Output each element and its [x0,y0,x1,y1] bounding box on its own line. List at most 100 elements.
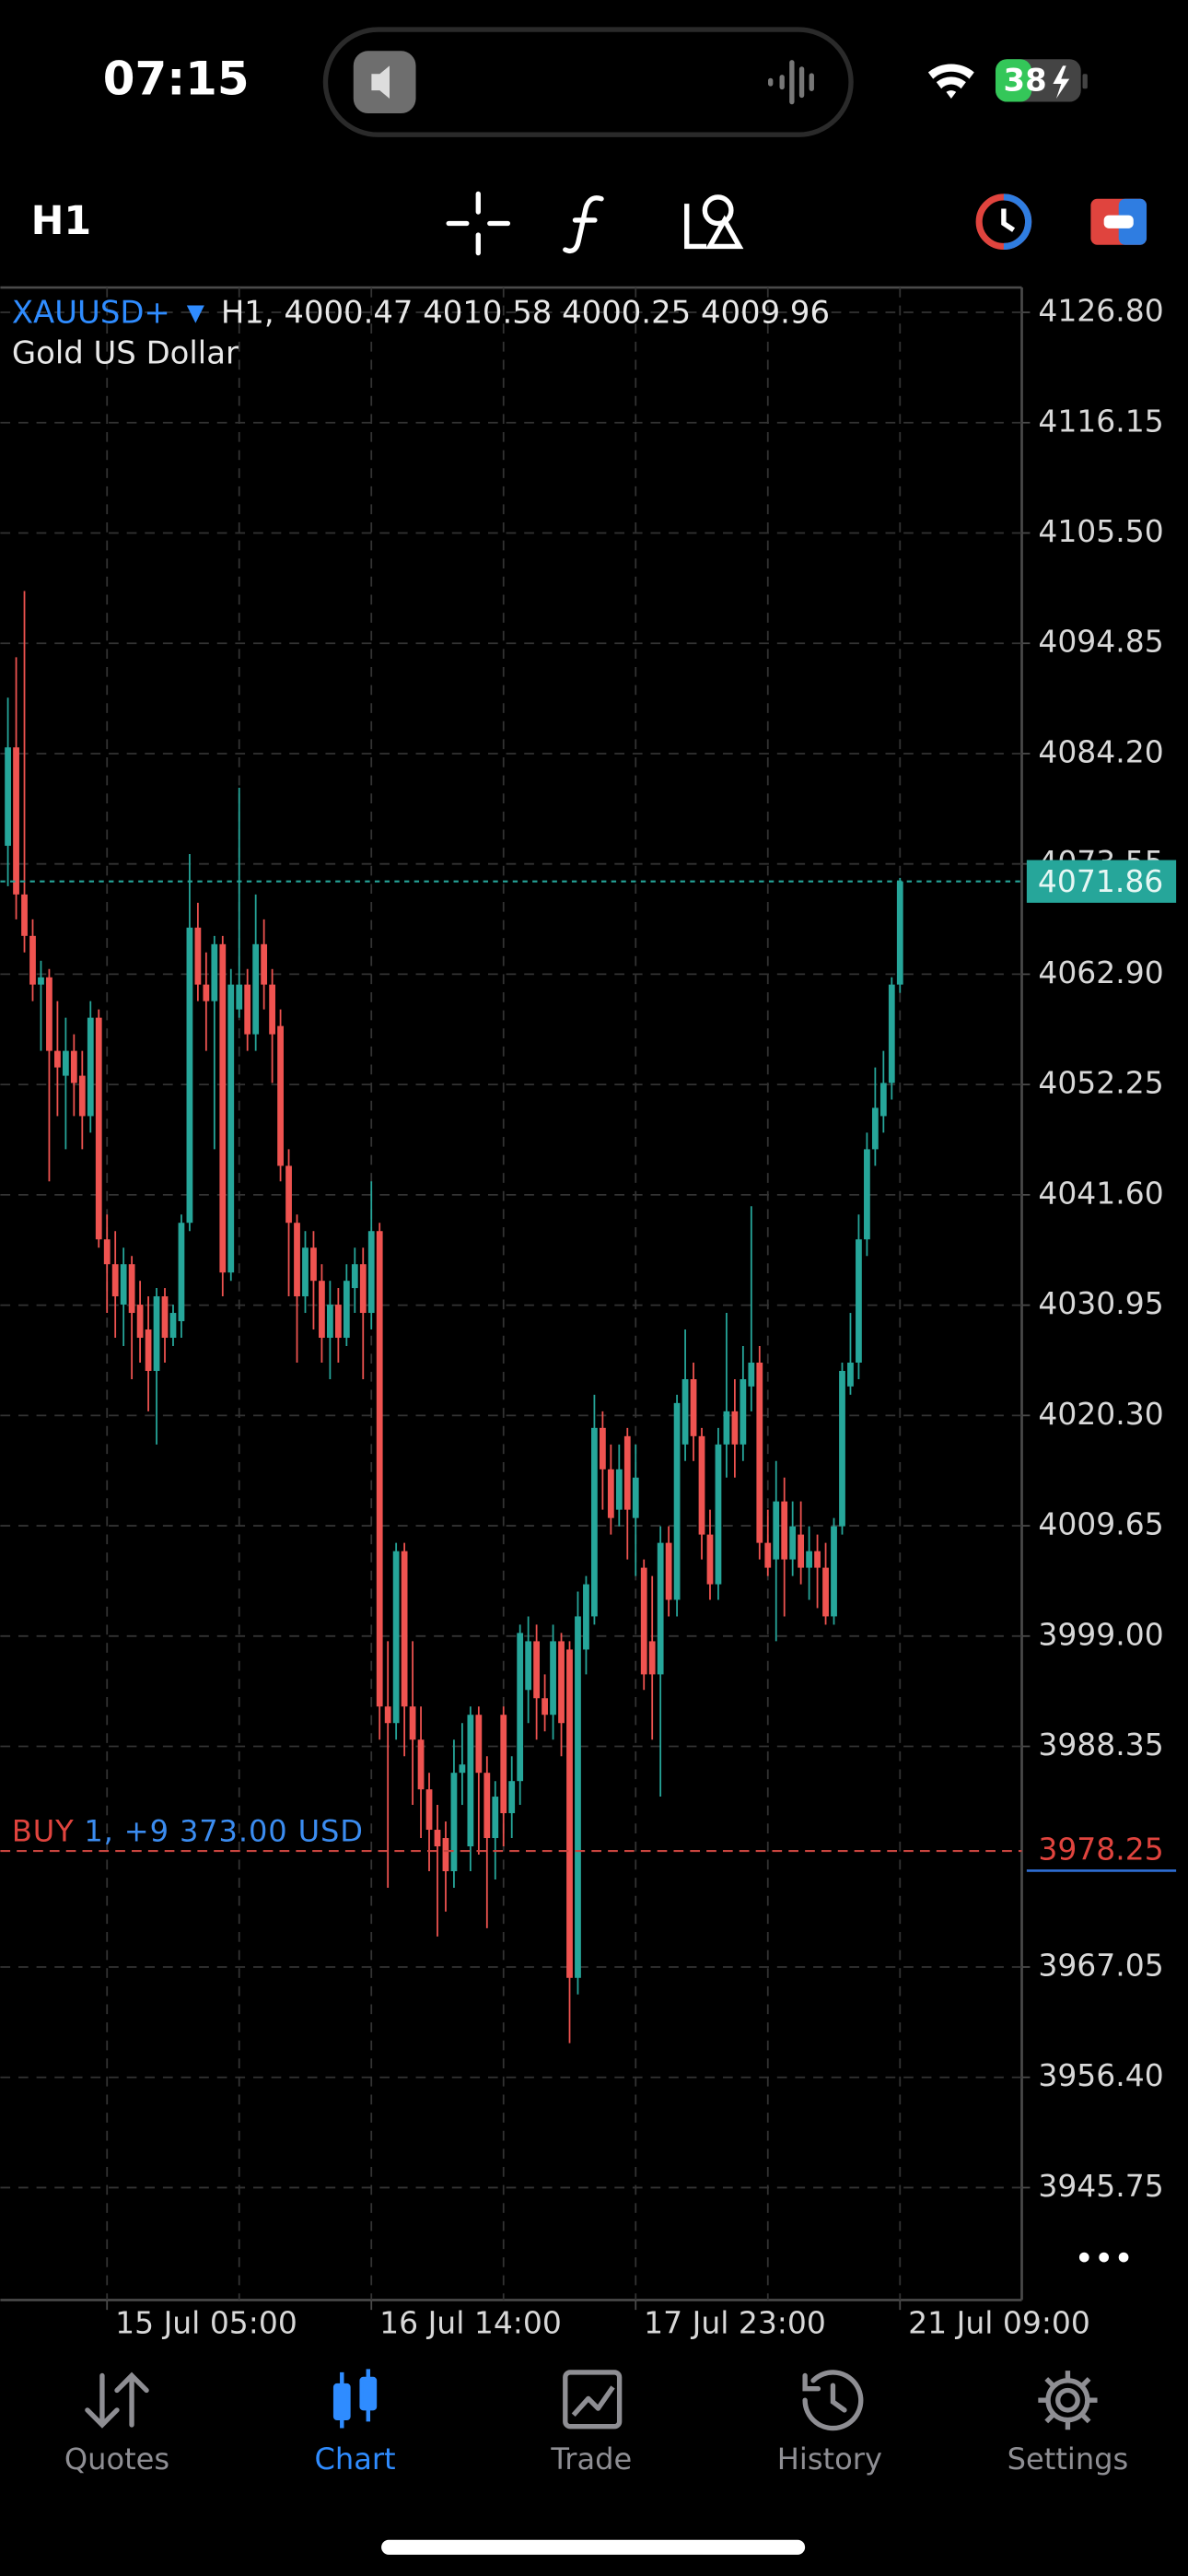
current-price-label: 4071.86 [1038,863,1163,899]
y-tick-label: 3945.75 [1038,2168,1163,2204]
candle-body [648,1641,656,1675]
y-tick-label: 3956.40 [1038,2057,1163,2093]
position-side: BUY [12,1813,75,1848]
home-indicator [381,2539,806,2555]
chart-icon[interactable] [332,2369,378,2429]
y-tick-label: 3999.00 [1038,1616,1163,1652]
candle-body [798,1534,805,1568]
candle-body [62,1050,69,1076]
candle-body [351,1264,358,1289]
candle-body [665,1542,672,1600]
candle-body [740,1378,747,1445]
candle-body [575,1616,581,1978]
waveform [768,60,814,105]
x-tick-label: 15 Jul 05:00 [115,2305,297,2341]
candle-body [698,1435,705,1535]
candle-body [343,1281,350,1339]
candle-body [822,1567,829,1617]
chart: 4126.804116.154105.504094.854084.204073.… [0,286,1177,2341]
candle-body [252,943,260,1035]
candle-body [706,1534,714,1585]
wifi-icon [927,64,974,99]
objects-button[interactable] [684,194,744,250]
settings-icon[interactable] [1038,2371,1098,2430]
candle-body [367,1231,375,1314]
candle-body [764,1542,772,1568]
candle-body [285,1165,292,1224]
candle-body [29,935,36,985]
history-icon[interactable] [802,2370,864,2431]
candle-body [128,1264,135,1314]
tab-bar: Quotes Chart Trade History Settings [64,2369,1128,2476]
y-tick-label: 4126.80 [1038,293,1163,329]
candle-body [607,1469,614,1518]
candle-body [70,1050,77,1083]
tab-label[interactable]: Settings [1007,2441,1129,2476]
candle-body [236,984,243,1010]
candle-body [261,943,268,985]
candle-body [310,1247,317,1282]
battery-cap [1082,74,1088,89]
candle-body [227,984,235,1273]
candle-body [38,977,44,985]
candle-body [54,1050,61,1068]
chart-header: XAUUSD+ ▼ H1, 4000.47 4010.58 4000.25 40… [12,294,830,330]
tab-label[interactable]: Quotes [64,2441,169,2476]
trade-button[interactable] [1090,198,1147,245]
one-click-trading-button[interactable] [975,193,1032,251]
candle-body [814,1551,821,1568]
candle-body [856,1239,862,1364]
crosshair-button[interactable] [446,191,511,256]
candle-body [566,1649,573,1978]
y-tick-label: 4084.20 [1038,733,1163,769]
more-button[interactable] [1078,2252,1129,2263]
tab-label[interactable]: History [777,2441,882,2476]
y-tick-label: 4094.85 [1038,624,1163,660]
candle-body [773,1501,780,1560]
candle-body [78,1075,86,1117]
symbol-dropdown[interactable]: ▼ [187,299,205,326]
position-price-label: 3978.25 [1038,1832,1163,1868]
indicators-button[interactable] [563,195,604,254]
x-tick-label: 21 Jul 09:00 [908,2305,1090,2341]
candle-body [153,1296,160,1371]
candle-body [417,1739,425,1790]
candle-body [425,1789,433,1831]
candle-body [409,1706,416,1740]
grid [0,287,1022,2301]
battery-percent: 38 [1004,63,1047,99]
candle-body [392,1551,400,1724]
candle-body [550,1641,556,1715]
tab-label[interactable]: Chart [314,2441,395,2476]
candle-body [459,1764,466,1774]
candle-body [46,977,52,1051]
ohlc-header: H1, 4000.47 4010.58 4000.25 4009.96 [221,294,830,330]
candle-body [203,984,210,1001]
candle-body [525,1641,532,1691]
tab-label[interactable]: Trade [550,2441,632,2476]
timeframe-button[interactable]: H1 [31,198,92,244]
price-axis: 4126.804116.154105.504094.854084.204073.… [106,293,1164,2341]
candle-body [319,1281,325,1339]
candle-body [879,1083,887,1117]
candle-body [334,1305,342,1339]
candles [5,591,903,2043]
position-profit: 1, +9 373.00 USD [84,1813,364,1848]
y-tick-label: 4020.30 [1038,1396,1163,1432]
candle-body [87,1017,94,1117]
candle-body [896,881,903,985]
position-price-bg [1026,1829,1177,1869]
trade-icon[interactable] [563,2370,623,2430]
symbol[interactable]: XAUUSD+ [12,294,170,330]
candle-body [327,1305,333,1339]
candle-body [277,1025,284,1166]
candle-body [558,1641,565,1724]
candle-body [269,984,275,1035]
candle-body [120,1264,127,1306]
quotes-icon[interactable] [85,2371,149,2429]
y-tick-label: 3967.05 [1038,1947,1163,1983]
candle-body [681,1378,689,1445]
y-tick-label: 4105.50 [1038,513,1163,549]
candle-body [508,1781,516,1814]
